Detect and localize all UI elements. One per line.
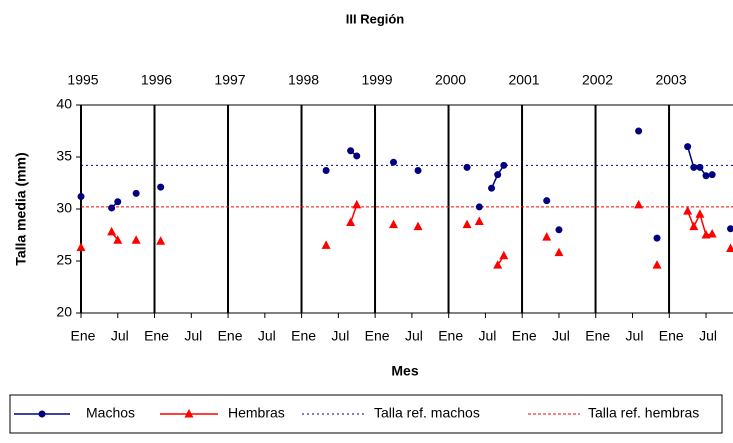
x-tick-label: Ene xyxy=(71,328,96,344)
point xyxy=(494,171,502,179)
point xyxy=(107,226,117,236)
year-label: 1996 xyxy=(141,72,172,88)
point xyxy=(463,163,471,171)
x-tick-label: Ene xyxy=(659,328,684,344)
legend-label: Machos xyxy=(86,405,135,421)
point xyxy=(347,147,355,155)
point xyxy=(689,221,699,231)
y-tick-label: 20 xyxy=(56,304,72,320)
y-tick-label: 40 xyxy=(56,96,72,112)
x-axis-label: Mes xyxy=(391,363,418,379)
point xyxy=(727,225,733,233)
x-tick-label: Jul xyxy=(331,328,349,344)
x-tick-label: Ene xyxy=(144,328,169,344)
point xyxy=(322,167,330,175)
point xyxy=(696,163,704,171)
year-label: 2003 xyxy=(655,72,686,88)
point xyxy=(702,172,710,180)
series-line xyxy=(112,205,731,265)
y-tick-label: 35 xyxy=(56,148,72,164)
year-label: 2001 xyxy=(508,72,539,88)
point xyxy=(652,260,662,269)
x-tick-label: Jul xyxy=(258,328,276,344)
x-tick-label: Jul xyxy=(111,328,129,344)
x-tick-label: Jul xyxy=(184,328,202,344)
year-label: 1997 xyxy=(214,72,245,88)
x-tick-label: Jul xyxy=(478,328,496,344)
y-tick-label: 25 xyxy=(56,252,72,268)
point xyxy=(353,152,361,160)
legend-box xyxy=(9,394,723,434)
x-tick-label: Ene xyxy=(291,328,316,344)
x-tick-label: Jul xyxy=(699,328,717,344)
x-tick-label: Ene xyxy=(512,328,537,344)
year-label: 1995 xyxy=(67,72,98,88)
legend-marker xyxy=(38,410,46,418)
point xyxy=(77,193,85,201)
year-label: 2000 xyxy=(435,72,466,88)
legend-label: Talla ref. hembras xyxy=(588,405,699,421)
point xyxy=(475,203,483,211)
point xyxy=(114,198,122,206)
point xyxy=(390,158,398,166)
point xyxy=(321,240,331,249)
point xyxy=(389,219,399,229)
point xyxy=(462,219,472,229)
point xyxy=(635,127,643,135)
point xyxy=(726,243,733,253)
legend-marker xyxy=(184,409,194,418)
point xyxy=(352,199,362,209)
point xyxy=(132,189,140,197)
point xyxy=(474,216,484,225)
point xyxy=(555,226,563,234)
year-label: 1999 xyxy=(361,72,392,88)
point xyxy=(500,161,508,169)
point xyxy=(414,167,422,175)
point xyxy=(542,232,552,241)
point xyxy=(108,204,116,212)
x-tick-label: Jul xyxy=(405,328,423,344)
year-label: 2002 xyxy=(582,72,613,88)
point xyxy=(554,247,564,257)
x-tick-label: Ene xyxy=(218,328,243,344)
point xyxy=(634,199,644,209)
point xyxy=(488,184,496,192)
legend-label: Talla ref. machos xyxy=(374,405,480,421)
point xyxy=(690,163,698,171)
y-tick-label: 30 xyxy=(56,200,72,216)
point xyxy=(493,260,503,269)
point xyxy=(684,143,692,151)
point xyxy=(499,250,509,260)
point xyxy=(683,206,693,215)
point xyxy=(695,209,705,218)
x-tick-label: Ene xyxy=(438,328,463,344)
point xyxy=(653,234,661,242)
point xyxy=(708,171,716,179)
x-tick-label: Ene xyxy=(585,328,610,344)
point xyxy=(157,183,165,191)
point xyxy=(413,221,423,231)
chart-title: III Región xyxy=(346,11,405,26)
plot-frame xyxy=(80,104,733,314)
x-tick-label: Ene xyxy=(365,328,390,344)
point xyxy=(131,235,141,244)
x-tick-label: Jul xyxy=(626,328,644,344)
y-axis-label: Talla media (mm) xyxy=(13,152,29,265)
point xyxy=(76,242,86,251)
year-label: 1998 xyxy=(288,72,319,88)
x-tick-label: Jul xyxy=(552,328,570,344)
series-line xyxy=(112,147,731,229)
point xyxy=(113,235,123,244)
point xyxy=(707,228,717,238)
legend-label: Hembras xyxy=(228,405,285,421)
point xyxy=(346,217,356,227)
point xyxy=(156,236,166,245)
point xyxy=(543,197,551,205)
